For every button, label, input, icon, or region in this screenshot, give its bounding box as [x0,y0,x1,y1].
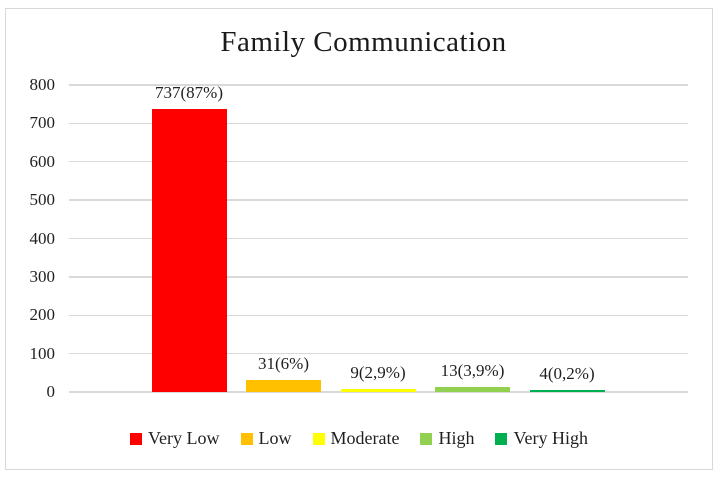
y-axis-tick-label: 800 [29,75,56,94]
y-axis-tick-label: 500 [29,190,56,210]
bar-value-label: 13(3,9%) [440,361,505,380]
legend-swatch-icon [495,432,508,445]
bar-value-label: 9(2,9%) [350,362,406,382]
legend-label: High [438,428,475,448]
gridline-300 [69,276,688,278]
gridline-200 [69,314,688,316]
legend-swatch-icon [312,432,325,445]
legend-label: Very Low [148,428,220,448]
bar-high [435,387,510,392]
bar-value-label: 737(87%) [155,83,223,103]
gridline-800 [69,84,688,86]
bar-value-label: 31(6%) [258,354,309,374]
legend-label: Very High [513,428,588,448]
y-axis-tick-label: 0 [46,382,56,401]
bar-very-low [151,109,227,392]
legend-item-moderate: Moderate [312,428,400,448]
legend-label: Moderate [330,428,400,448]
bar-value-label: 4(0,2%) [539,364,595,383]
y-axis-tick-label: 300 [29,266,56,286]
legend-item-high: High [420,429,474,448]
gridline-400 [69,237,688,240]
bar-moderate [340,388,416,392]
gridline-600 [69,161,688,163]
gridline-700 [69,122,688,125]
legend-item-very-high: Very High [495,429,588,448]
legend-swatch-icon [420,432,433,445]
y-axis-tick-label: 200 [29,305,56,325]
chart-title: Family Communication [220,26,507,58]
y-axis-tick-label: 700 [29,113,56,133]
legend-label: Low [258,428,292,448]
gridline-500 [69,199,688,201]
gridline-0 [69,391,688,393]
legend-item-low: Low [240,428,292,448]
y-axis-tick-label: 100 [29,343,56,363]
y-axis-tick-label: 600 [29,151,56,171]
bar-low [246,380,321,392]
legend-item-very-low: Very Low [130,428,220,448]
bar-very-high [529,390,605,392]
legend: Very Low Low Moderate High Very High [5,429,713,448]
legend-swatch-icon [240,432,253,445]
legend-swatch-icon [130,432,143,445]
y-axis-tick-label: 400 [29,228,56,248]
gridline-100 [69,352,688,355]
